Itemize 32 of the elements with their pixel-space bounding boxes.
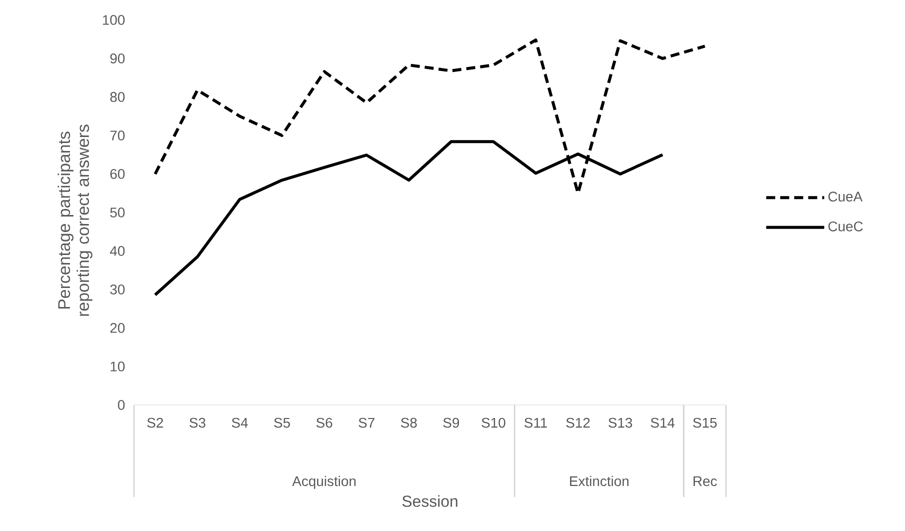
- text: Acquistion: [292, 476, 356, 489]
- x-tick-label: S5: [274, 418, 290, 428]
- y-tick-label: 80: [110, 92, 125, 102]
- x-tick-label: S13: [608, 418, 632, 428]
- x-tick-label: S11: [524, 418, 547, 428]
- x-tick-label: S15: [693, 418, 717, 428]
- text: Extinction: [570, 476, 628, 486]
- x-tick-label: S12: [566, 418, 590, 428]
- y-tick-label: 60: [110, 169, 125, 179]
- y-tick-label: 0: [118, 400, 125, 410]
- y-axis-title: Percentage participants reporting correct answers: [58, 124, 92, 316]
- x-tick-label: S6: [316, 418, 332, 428]
- y-tick-label: 20: [110, 323, 125, 333]
- x-tick-label: S7: [358, 418, 374, 428]
- x-tick-label: S9: [443, 418, 460, 428]
- legend-label: CueC: [828, 221, 863, 232]
- y-tick-label: 50: [110, 208, 125, 218]
- text: Rec: [694, 476, 717, 486]
- y-tick-label: 40: [110, 246, 125, 256]
- y-tick-label: 30: [110, 284, 125, 294]
- x-tick-label: S10: [482, 418, 506, 428]
- y-tick-label: 70: [110, 130, 125, 140]
- x-tick-label: S8: [400, 418, 417, 428]
- legend-label: CueA: [828, 192, 863, 202]
- y-tick-label: 90: [110, 54, 125, 64]
- x-tick-label: S14: [650, 418, 675, 428]
- x-axis-title: Session: [402, 495, 458, 507]
- y-tick-label: 10: [110, 362, 125, 372]
- x-tick-label: S2: [147, 418, 163, 428]
- x-tick-label: S4: [232, 418, 248, 428]
- x-tick-label: S3: [190, 418, 206, 428]
- y-tick-label: 100: [102, 15, 125, 25]
